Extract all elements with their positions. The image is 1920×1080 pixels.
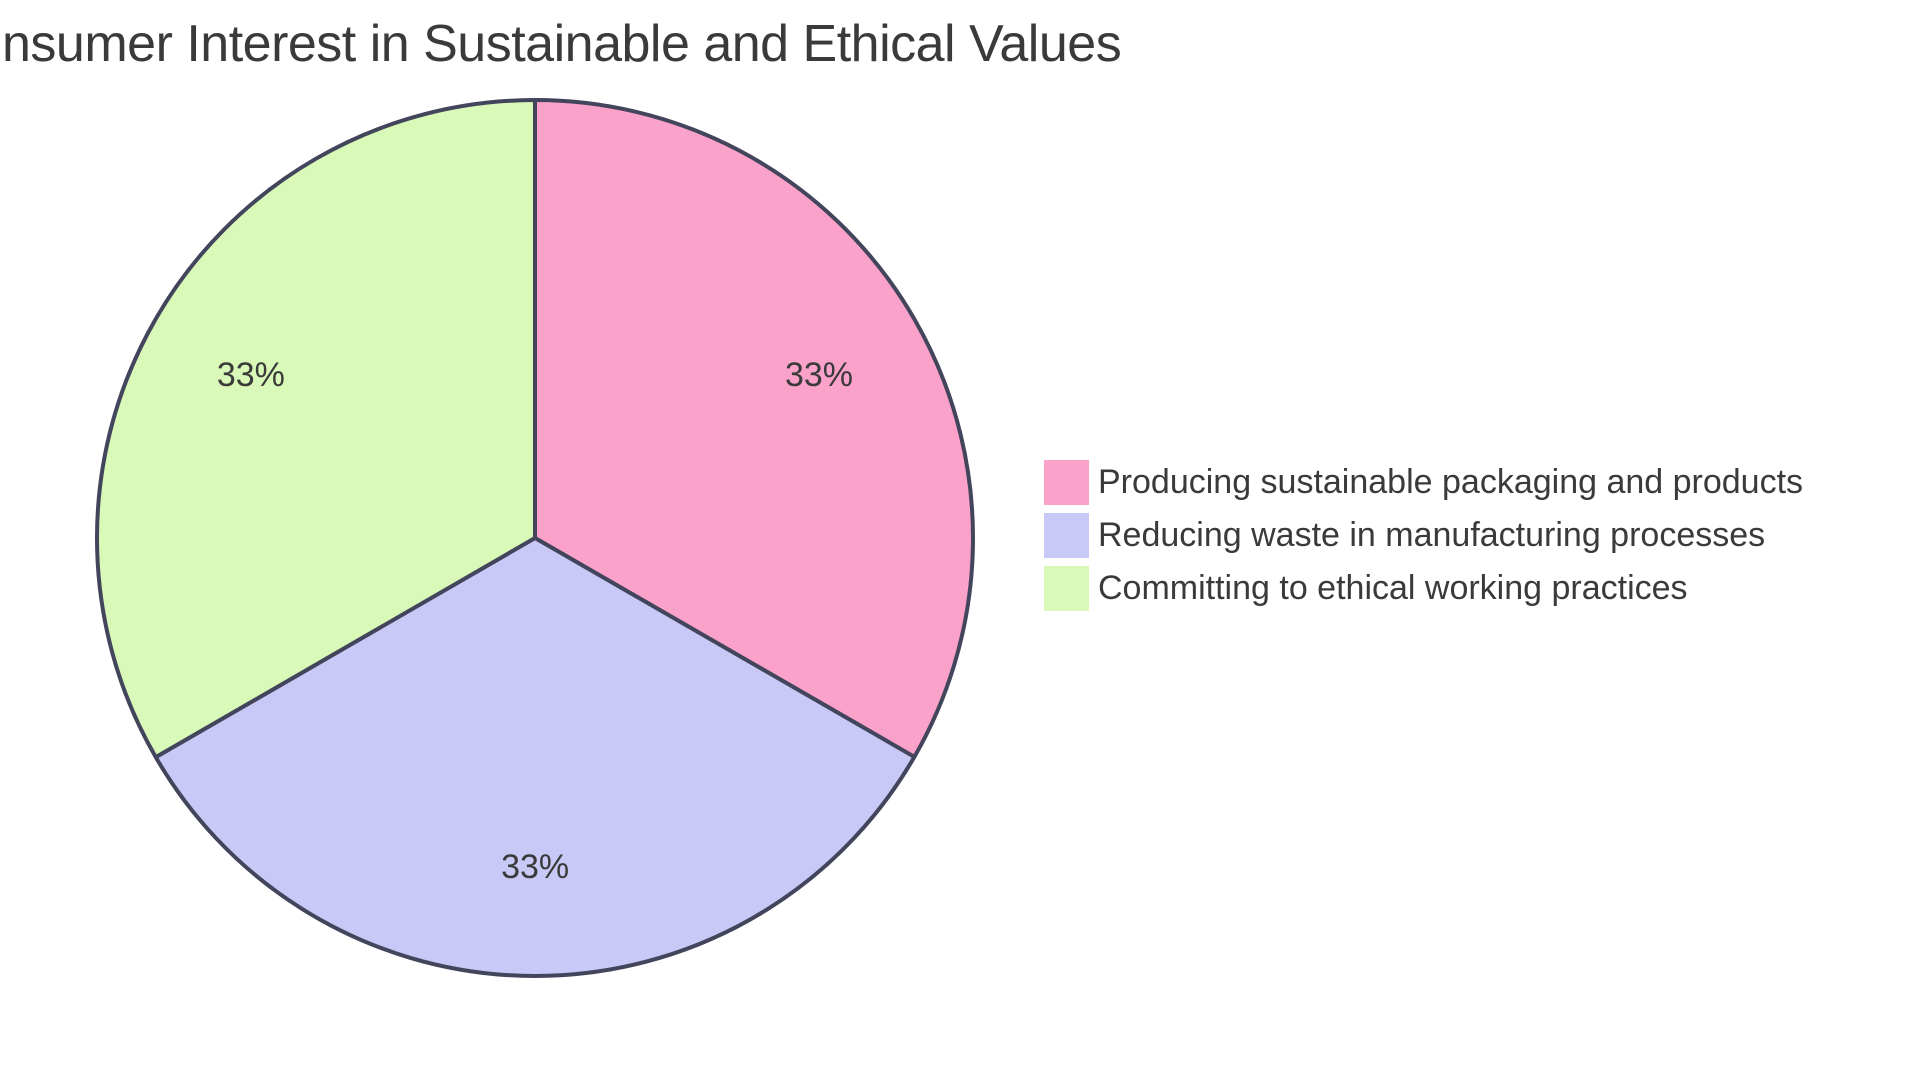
legend-swatch <box>1044 460 1089 505</box>
chart-title: nsumer Interest in Sustainable and Ethic… <box>2 15 1122 73</box>
legend-swatch <box>1044 566 1089 611</box>
legend-swatch <box>1044 513 1089 558</box>
chart-legend: Producing sustainable packaging and prod… <box>1044 460 1803 619</box>
pie-slice-percent-label: 33% <box>785 356 853 394</box>
legend-item: Producing sustainable packaging and prod… <box>1044 460 1803 505</box>
legend-item: Reducing waste in manufacturing processe… <box>1044 513 1803 558</box>
legend-item: Committing to ethical working practices <box>1044 566 1803 611</box>
pie-slice-2 <box>95 98 537 760</box>
pie-chart: 33% 33% 33% <box>95 98 975 978</box>
legend-label: Committing to ethical working practices <box>1098 569 1688 607</box>
pie-slice-0 <box>533 98 975 759</box>
legend-label: Reducing waste in manufacturing processe… <box>1098 516 1766 554</box>
pie-slice-percent-label: 33% <box>501 848 569 886</box>
pie-slice-percent-label: 33% <box>217 356 285 394</box>
legend-label: Producing sustainable packaging and prod… <box>1098 463 1804 501</box>
pie-slice-1 <box>153 536 917 978</box>
